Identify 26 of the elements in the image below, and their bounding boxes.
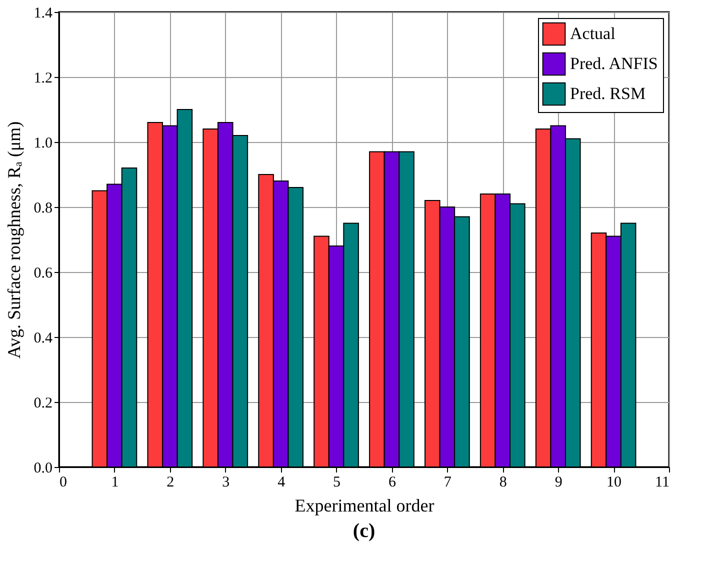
legend-label: Pred. RSM xyxy=(570,84,646,103)
x-tick-label: 0 xyxy=(60,474,67,490)
x-tick-label: 9 xyxy=(554,474,562,490)
text: (c) xyxy=(352,520,376,542)
x-tick-label: 6 xyxy=(388,474,396,490)
legend-label: Actual xyxy=(570,24,616,43)
x-tick-label: 2 xyxy=(166,474,174,490)
y-axis-title: Avg. Surface roughness, Rₐ (μm) xyxy=(4,121,24,359)
legend-label: Pred. ANFIS xyxy=(570,54,658,73)
y-tick-label: 1.2 xyxy=(34,70,52,86)
y-tick-label: 0.8 xyxy=(34,200,52,216)
y-tick-label: 0.6 xyxy=(34,266,53,282)
x-tick-label: 1 xyxy=(111,474,119,490)
y-tick-label: 0.2 xyxy=(34,396,52,412)
x-tick-label: 3 xyxy=(222,474,230,490)
x-axis-title: Experimental order xyxy=(294,496,434,516)
x-tick-label: 8 xyxy=(499,474,507,490)
x-tick-label: 10 xyxy=(606,474,622,490)
x-tick-label: 4 xyxy=(278,474,286,490)
y-tick-label: 0.4 xyxy=(34,330,53,346)
x-tick-label: 7 xyxy=(444,474,452,490)
y-tick-label: 1.4 xyxy=(34,6,53,22)
y-tick-label: 0.0 xyxy=(34,460,52,476)
x-tick-label: 5 xyxy=(333,474,341,490)
x-tick-label: 11 xyxy=(655,474,670,490)
y-tick-label: 1.0 xyxy=(34,136,52,152)
